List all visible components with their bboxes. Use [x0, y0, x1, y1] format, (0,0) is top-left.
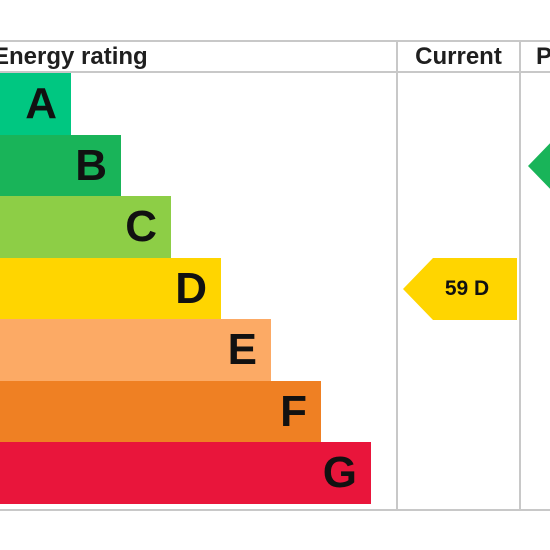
top-border: [0, 40, 550, 42]
potential-header: P: [536, 43, 550, 70]
current-arrow-shape: [403, 258, 517, 320]
band-b-label: B: [75, 141, 107, 190]
band-c: C: [0, 196, 171, 258]
band-g-label: G: [322, 448, 357, 497]
band-e: E: [0, 319, 271, 381]
current-header: Current: [415, 43, 502, 70]
band-e-label: E: [227, 325, 257, 374]
band-b: B: [0, 135, 121, 197]
potential-arrow-shape: [528, 143, 550, 189]
current-rating-arrow: [403, 258, 517, 320]
band-a: A: [0, 73, 71, 135]
energy-rating-header: Energy rating: [0, 43, 148, 70]
potential-column-divider: [519, 40, 521, 511]
band-d: D: [0, 258, 221, 320]
band-d-label: D: [175, 264, 207, 313]
band-a-label: A: [25, 79, 57, 128]
band-f-label: F: [280, 387, 307, 436]
band-c-label: C: [125, 202, 157, 251]
current-column-divider: [396, 40, 398, 511]
header-divider: [0, 71, 550, 73]
band-g: G: [0, 442, 371, 504]
bottom-border: [0, 509, 550, 511]
current-rating-label: 59 D: [444, 277, 490, 300]
band-f: F: [0, 381, 321, 443]
potential-rating-arrow: [528, 143, 550, 189]
